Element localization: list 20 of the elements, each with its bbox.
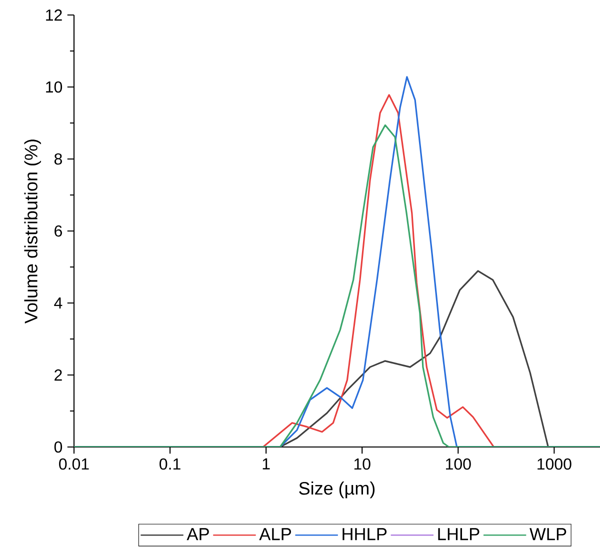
legend-label: AP [186, 528, 209, 540]
legend-label: ALP [259, 528, 291, 540]
y-tick-label: 8 [54, 153, 62, 165]
x-tick-label: 0.01 [59, 458, 89, 470]
y-tick-label: 2 [54, 369, 62, 381]
x-tick-label: 1 [262, 458, 270, 470]
x-tick-label: 10 [354, 458, 370, 470]
y-tick-label: 6 [54, 225, 62, 237]
y-axis-title: Volume distribution (%) [24, 140, 42, 324]
x-axis-title: Size (µm) [299, 482, 375, 498]
x-tick-label: 100 [446, 458, 471, 470]
legend-label: HHLP [342, 528, 387, 540]
y-tick-label: 0 [54, 441, 62, 453]
x-tick-label: 0.1 [160, 458, 180, 470]
y-tick-label: 4 [54, 297, 62, 308]
y-tick-label: 10 [46, 81, 62, 93]
x-tick-label: 1000 [538, 458, 572, 470]
y-tick-label: 12 [46, 9, 62, 21]
legend-label: LHLP [438, 528, 480, 540]
legend-label: WLP [530, 528, 566, 540]
